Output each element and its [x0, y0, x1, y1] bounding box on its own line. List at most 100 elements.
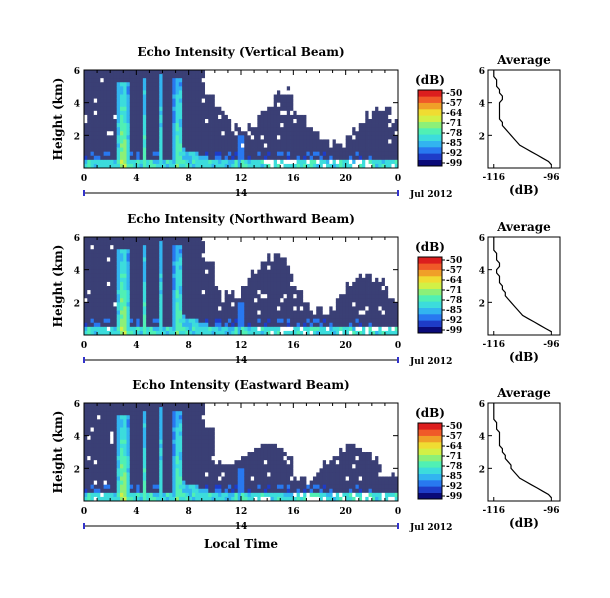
heatmap-cell [152, 257, 157, 262]
heatmap-cell [257, 253, 262, 258]
heatmap-cell [119, 298, 124, 303]
heatmap-cell [227, 82, 232, 87]
heatmap-cell [352, 249, 356, 254]
heatmap-cell [322, 70, 327, 75]
heatmap-cell [303, 82, 307, 87]
heatmap-cell [319, 237, 324, 242]
heatmap-cell [270, 127, 275, 132]
heatmap-cell [218, 155, 222, 161]
heatmap-cell [185, 245, 190, 250]
heatmap-cell [218, 326, 222, 332]
heatmap-cell [352, 269, 356, 275]
heatmap-cell [306, 70, 311, 75]
heatmap-cell [381, 302, 386, 307]
heatmap-cell [191, 261, 196, 266]
heatmap-cell [254, 326, 258, 332]
heatmap-cell [201, 298, 206, 303]
heatmap-cell [263, 135, 268, 140]
heatmap-cell [371, 261, 376, 266]
heatmap-cell [169, 241, 173, 246]
heatmap-cell [365, 290, 369, 295]
heatmap-cell [146, 94, 150, 99]
heatmap-cell [218, 261, 222, 266]
heatmap-cell [195, 310, 199, 315]
heatmap-cell [110, 102, 114, 108]
heatmap-cell [384, 123, 389, 128]
heatmap-cell [303, 127, 307, 132]
heatmap-cell [84, 139, 88, 144]
heatmap-cell [139, 318, 144, 324]
heatmap-cell [84, 403, 88, 408]
heatmap-cell [293, 74, 297, 79]
heatmap-cell [296, 314, 301, 320]
heatmap-cell [250, 245, 255, 250]
heatmap-cell [358, 306, 363, 311]
heatmap-cell [329, 265, 333, 271]
heatmap-cell [332, 253, 337, 258]
heatmap-cell [260, 102, 265, 108]
heatmap-cell [267, 290, 271, 295]
heatmap-cell [178, 322, 183, 328]
heatmap-cell [162, 241, 167, 246]
heatmap-cell [254, 163, 258, 169]
heatmap-cell [136, 119, 140, 124]
heatmap-cell [316, 123, 320, 128]
heatmap-cell [306, 110, 311, 116]
heatmap-cell [227, 269, 232, 275]
heatmap-cell [198, 249, 203, 254]
heatmap-cell [267, 269, 271, 275]
heatmap-cell [263, 302, 268, 307]
heatmap-cell [188, 294, 193, 299]
heatmap-cell [116, 86, 121, 91]
heatmap-cell [247, 294, 252, 299]
heatmap-cell [375, 298, 379, 303]
heatmap-cell [263, 261, 268, 266]
heatmap-cell [332, 249, 337, 254]
x-tick-label: 12 [235, 341, 248, 351]
heatmap-cell [368, 135, 373, 140]
heatmap-cell [84, 163, 88, 169]
heatmap-cell [381, 98, 386, 104]
heatmap-cell [87, 241, 91, 246]
heatmap-cell [391, 155, 396, 161]
heatmap-cell [136, 110, 140, 116]
heatmap-cell [214, 298, 219, 303]
heatmap-cell [110, 94, 114, 99]
heatmap-cell [201, 261, 206, 266]
heatmap-cell [326, 286, 330, 291]
heatmap-cell [165, 265, 170, 271]
heatmap-cell [119, 277, 124, 283]
heatmap-cell [162, 155, 167, 161]
heatmap-cell [185, 253, 190, 258]
heatmap-cell [326, 106, 330, 112]
heatmap-cell [169, 306, 173, 311]
heatmap-cell [309, 281, 314, 287]
heatmap-cell [250, 163, 255, 169]
heatmap-cell [224, 155, 229, 161]
heatmap-cell [169, 70, 173, 75]
heatmap-cell [165, 245, 170, 250]
heatmap-cell [270, 147, 275, 153]
heatmap-cell [133, 302, 137, 307]
heatmap-cell [90, 302, 95, 307]
heatmap-cell [260, 314, 265, 320]
heatmap-cell [309, 245, 314, 250]
heatmap-cell [352, 302, 356, 307]
heatmap-cell [84, 472, 88, 477]
heatmap-cell [322, 78, 327, 83]
heatmap-cell [319, 98, 324, 104]
profile-x-label: (dB) [509, 350, 539, 364]
heatmap-cell [283, 330, 288, 336]
heatmap-cell [283, 294, 288, 299]
heatmap-cell [316, 90, 320, 95]
heatmap-cell [342, 273, 347, 279]
heatmap-cell [185, 310, 190, 315]
heatmap-cell [126, 127, 131, 132]
heatmap-cell [286, 249, 291, 254]
heatmap-cell [205, 147, 209, 153]
heatmap-cell [139, 326, 144, 332]
heatmap-cell [312, 322, 317, 328]
heatmap-cell [113, 286, 118, 291]
heatmap-cell [142, 131, 147, 136]
heatmap-cell [355, 269, 360, 275]
